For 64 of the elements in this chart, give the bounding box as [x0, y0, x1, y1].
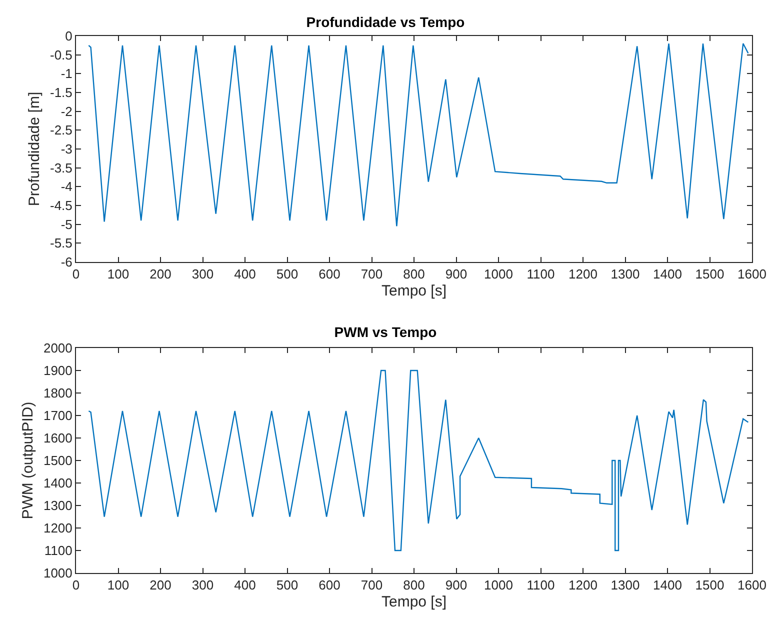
- x-tick-label: 1200: [568, 578, 598, 593]
- x-tick-label: 600: [318, 266, 340, 282]
- x-tick-label: 1000: [484, 266, 513, 282]
- x-tick-label: 1500: [695, 266, 724, 282]
- x-tick-label: 800: [403, 578, 425, 593]
- y-tick-label: -3.5: [50, 160, 72, 176]
- x-tick-label: 1400: [653, 578, 682, 593]
- x-tick-label: 400: [234, 266, 256, 282]
- y-tick-label: 1500: [43, 453, 72, 468]
- x-tick-label: 1500: [695, 578, 724, 593]
- x-tick-label: 200: [150, 266, 172, 282]
- x-tick-label: 400: [234, 578, 256, 593]
- y-tick-label: 0: [65, 28, 72, 44]
- line-series: [88, 370, 749, 552]
- x-tick-label: 1100: [526, 266, 555, 282]
- y-tick-label: -6: [60, 254, 72, 270]
- y-tick-label: 1400: [43, 476, 72, 491]
- x-tick-label: 200: [150, 578, 172, 593]
- x-tick-label: 900: [445, 578, 468, 593]
- x-tick-label: 700: [360, 266, 383, 282]
- y-tick-label: -0.5: [50, 47, 72, 62]
- x-tick-label: 900: [445, 266, 468, 282]
- x-tick-label: 1300: [610, 266, 640, 282]
- y-axis-title: PWM (outputPID): [20, 402, 37, 520]
- chart-title: PWM vs Tempo: [334, 324, 437, 340]
- x-tick-label: 1200: [568, 266, 598, 282]
- y-tick-label: 2000: [43, 340, 72, 356]
- y-tick-label: 1000: [43, 566, 72, 581]
- line-series: [88, 42, 749, 227]
- y-tick-label: 1700: [43, 408, 72, 424]
- y-tick-label: -1: [60, 66, 72, 82]
- x-axis-title: Tempo [s]: [381, 594, 447, 611]
- y-tick-label: -4: [60, 179, 72, 194]
- x-tick-label: 1400: [653, 266, 682, 282]
- x-tick-label: 1000: [484, 578, 513, 593]
- x-tick-label: 800: [403, 266, 425, 282]
- x-tick-label: 500: [276, 266, 298, 282]
- x-tick-label: 1300: [610, 578, 640, 593]
- x-tick-label: 1600: [738, 266, 766, 282]
- y-tick-label: 1100: [44, 543, 72, 558]
- y-tick-label: 1600: [43, 430, 72, 446]
- y-tick-label: 1200: [43, 520, 72, 536]
- x-tick-label: 100: [107, 578, 130, 593]
- y-tick-label: 1900: [43, 363, 72, 378]
- y-tick-label: -4.5: [50, 198, 72, 214]
- x-tick-label: 1100: [526, 578, 555, 593]
- x-tick-label: 600: [318, 578, 340, 593]
- y-tick-label: -5: [60, 216, 72, 232]
- y-tick-label: 1300: [43, 498, 72, 514]
- x-axis-title: Tempo [s]: [381, 282, 447, 300]
- x-tick-label: 300: [192, 266, 214, 282]
- x-tick-label: 700: [360, 578, 383, 593]
- y-axis-title: Profundidade [m]: [26, 92, 44, 206]
- chart-title: Profundidade vs Tempo: [306, 14, 465, 30]
- x-tick-label: 1600: [738, 578, 766, 593]
- x-tick-label: 100: [107, 266, 130, 282]
- x-tick-label: 500: [276, 578, 298, 593]
- y-tick-label: -2: [60, 104, 72, 119]
- y-tick-label: 1800: [43, 386, 72, 401]
- y-tick-label: -5.5: [50, 236, 72, 251]
- y-tick-label: -1.5: [50, 85, 72, 100]
- y-tick-label: -2.5: [50, 122, 72, 138]
- x-tick-label: 300: [192, 578, 214, 593]
- y-tick-label: -3: [60, 142, 72, 157]
